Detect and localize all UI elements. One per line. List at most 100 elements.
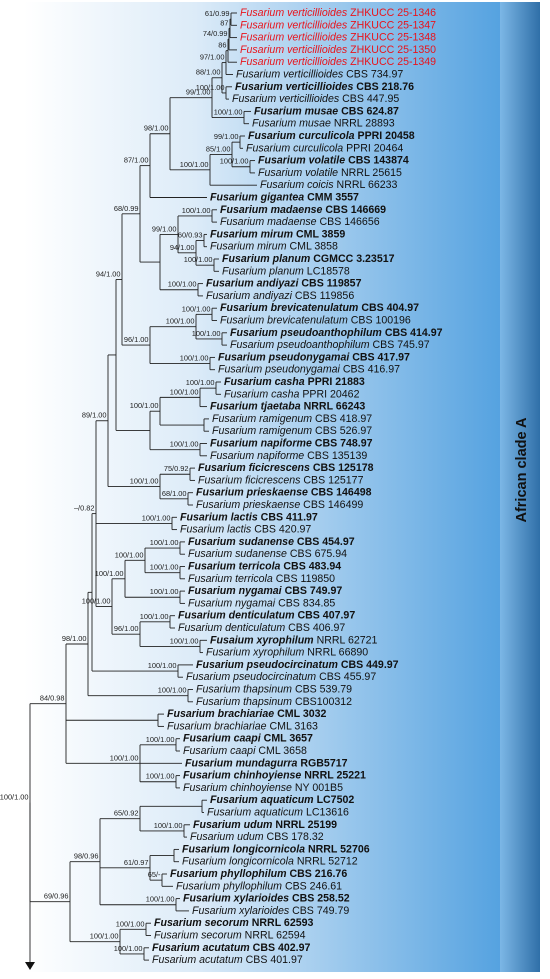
taxon-name: Fusarium madaense	[220, 204, 323, 216]
strain: PPRI 20458	[358, 130, 415, 142]
taxon-name: Fusarium lactis	[180, 523, 252, 535]
strain: CBS 401.97	[246, 954, 303, 966]
taxon-label: Fusarium pseudocircinatum CBS 455.97	[186, 671, 376, 683]
taxon-label: Fusarium tjaetaba NRRL 66243	[210, 400, 365, 412]
strain: CBS 834.85	[278, 597, 335, 609]
strain: CBS 146498	[311, 486, 372, 498]
taxon-name: Fusarium longicornicola	[182, 855, 294, 867]
taxon-label: Fusarium casha PPRI 21883	[224, 376, 365, 388]
support-value: 100/1.00	[90, 932, 119, 941]
strain: CBS 454.97	[297, 536, 355, 548]
strain: NRRL 25199	[275, 819, 337, 831]
taxon-label: Fusarium chinhoyiense NRRL 25221	[183, 769, 366, 781]
strain: NY 001B5	[295, 782, 343, 794]
support-value: 100/1.00	[180, 354, 209, 363]
taxon-label: Fusarium phyllophilum CBS 246.61	[176, 880, 342, 892]
support-value: 87/1.00	[124, 156, 149, 165]
clade-label: African clade A	[514, 417, 530, 523]
taxon-name: Fusarium verticillioides	[235, 81, 353, 93]
support-value: 100/1.00	[166, 317, 195, 326]
strain: CBS 119856	[295, 290, 354, 302]
support-value: 98/1.00	[62, 634, 87, 643]
support-value: 100/1.00	[148, 661, 177, 670]
strain: CML 3032	[277, 708, 326, 720]
taxon-label: Fusarium brachiariae CML 3032	[167, 708, 326, 720]
taxon-label: Fusarium verticillioides CBS 734.97	[236, 68, 403, 80]
taxon-label: Fusarium gigantea CMM 3557	[210, 191, 359, 203]
taxon-label: Fusarium sudanense CBS 675.94	[188, 548, 347, 560]
support-value: –/0.82	[74, 504, 95, 513]
taxon-label: Fusarium secorum NRRL 62594	[154, 929, 306, 941]
strain: CBS 407.97	[298, 609, 356, 621]
support-value: 89/1.00	[82, 411, 107, 420]
support-value: 100/1.00	[170, 440, 199, 449]
strain: LC13616	[306, 806, 349, 818]
taxon-name: Fusarium aquaticum	[210, 794, 314, 806]
taxon-label: Fusarium lactis CBS 420.97	[180, 523, 311, 535]
support-value: 100/1.00	[115, 550, 144, 559]
taxon-name: Fusarium brachiariae	[167, 720, 267, 732]
support-value: 99/1.00	[152, 224, 177, 233]
strain: CBS 143874	[348, 154, 409, 166]
taxon-name: Fusarium brevicatenulatum	[220, 314, 348, 326]
taxon-label: Fusarium andiyazi CBS 119857	[206, 277, 362, 289]
support-value: 68/1.00	[162, 489, 187, 498]
support-value: 68/0.99	[114, 204, 139, 213]
strain: ZHKUCC 25-1350	[350, 44, 436, 56]
taxon-name: Fusarium udum	[193, 819, 272, 831]
taxon-label: Fusarium aquaticum LC7502	[210, 794, 354, 806]
support-value: 100/1.00	[116, 919, 145, 928]
taxon-name: Fusarium ramigenum	[212, 425, 312, 437]
taxon-label: Fusarium verticillioides CBS 218.76	[235, 81, 414, 93]
taxon-name: Fusarium gigantea	[210, 191, 304, 203]
taxon-label: Fusarium prieskaense CBS 146499	[196, 499, 363, 511]
taxon-name: Fusarium verticillioides	[240, 7, 348, 19]
taxon-label: Fusarium pseudocircinatum CBS 449.97	[196, 659, 399, 671]
support-value: 100/1.00	[110, 753, 139, 762]
support-value: 100/1.00	[140, 612, 169, 621]
taxon-label: Fusarium xyrophilum NRRL 66890	[206, 646, 368, 658]
strain: CBS 624.87	[341, 105, 399, 117]
taxon-name: Fusarium curculicola	[246, 142, 343, 154]
taxon-label: Fusarium mundagurra RGB5717	[185, 757, 348, 769]
taxon-label: Fusarium pseudoanthophilum CBS 414.97	[230, 327, 443, 339]
taxon-label: Fusarium acutatum CBS 402.97	[152, 942, 310, 954]
support-value: 100/1.00	[158, 686, 187, 695]
support-value: 75/0.92	[164, 464, 189, 473]
taxon-name: Fusarium ficicrescens	[198, 462, 310, 474]
strain: CML 3858	[289, 240, 338, 252]
support-value: 100/1.00	[82, 596, 111, 605]
support-value: 100/1.00	[192, 329, 221, 338]
strain: NRRL 66243	[304, 400, 366, 412]
taxon-label: Fusarium brevicatenulatum CBS 404.97	[220, 302, 419, 314]
support-value: 100/1.00	[214, 108, 243, 117]
taxon-label: Fusarium thapsinum CBS 539.79	[196, 683, 352, 695]
taxon-name: Fusarium xyrophilum	[206, 646, 304, 658]
taxon-name: Fusarium secorum	[154, 917, 249, 929]
taxon-label: Fusarium mirum CML 3858	[210, 240, 338, 252]
strain: CBS 734.97	[346, 68, 403, 80]
strain: NRRL 52706	[308, 843, 370, 855]
taxon-name: Fusarium terricola	[188, 560, 281, 572]
support-value: 99/1.00	[186, 88, 211, 97]
taxon-name: Fusarium brachiariae	[167, 708, 274, 720]
strain: CBS 417.97	[352, 351, 410, 363]
taxon-name: Fusarium napiforme	[210, 450, 304, 462]
taxon-name: Fusarium casha	[224, 376, 305, 388]
support-value: 100/1.00	[220, 157, 249, 166]
taxon-name: Fusarium planum	[222, 265, 304, 277]
support-value: 100/1.00	[182, 304, 211, 313]
strain: CBS 749.79	[292, 905, 349, 917]
taxon-name: Fusarium andiyazi	[206, 290, 293, 302]
taxon-label: Fusarium ficicrescens CBS 125177	[198, 474, 364, 486]
taxon-label: Fusarium ramigenum CBS 418.97	[212, 413, 372, 425]
taxon-label: Fusarium nygamai CBS 834.85	[188, 597, 335, 609]
taxon-name: Fusarium planum	[222, 253, 310, 265]
strain: CBS 539.79	[295, 683, 352, 695]
strain: CBS 745.97	[373, 339, 430, 351]
taxon-label: Fusarium secorum NRRL 62593	[154, 917, 313, 929]
strain: PPRI 21883	[308, 376, 365, 388]
strain: CBS 418.97	[315, 413, 372, 425]
taxon-name: Fusarium verticillioides	[240, 44, 348, 56]
strain: NRRL 25221	[304, 769, 366, 781]
